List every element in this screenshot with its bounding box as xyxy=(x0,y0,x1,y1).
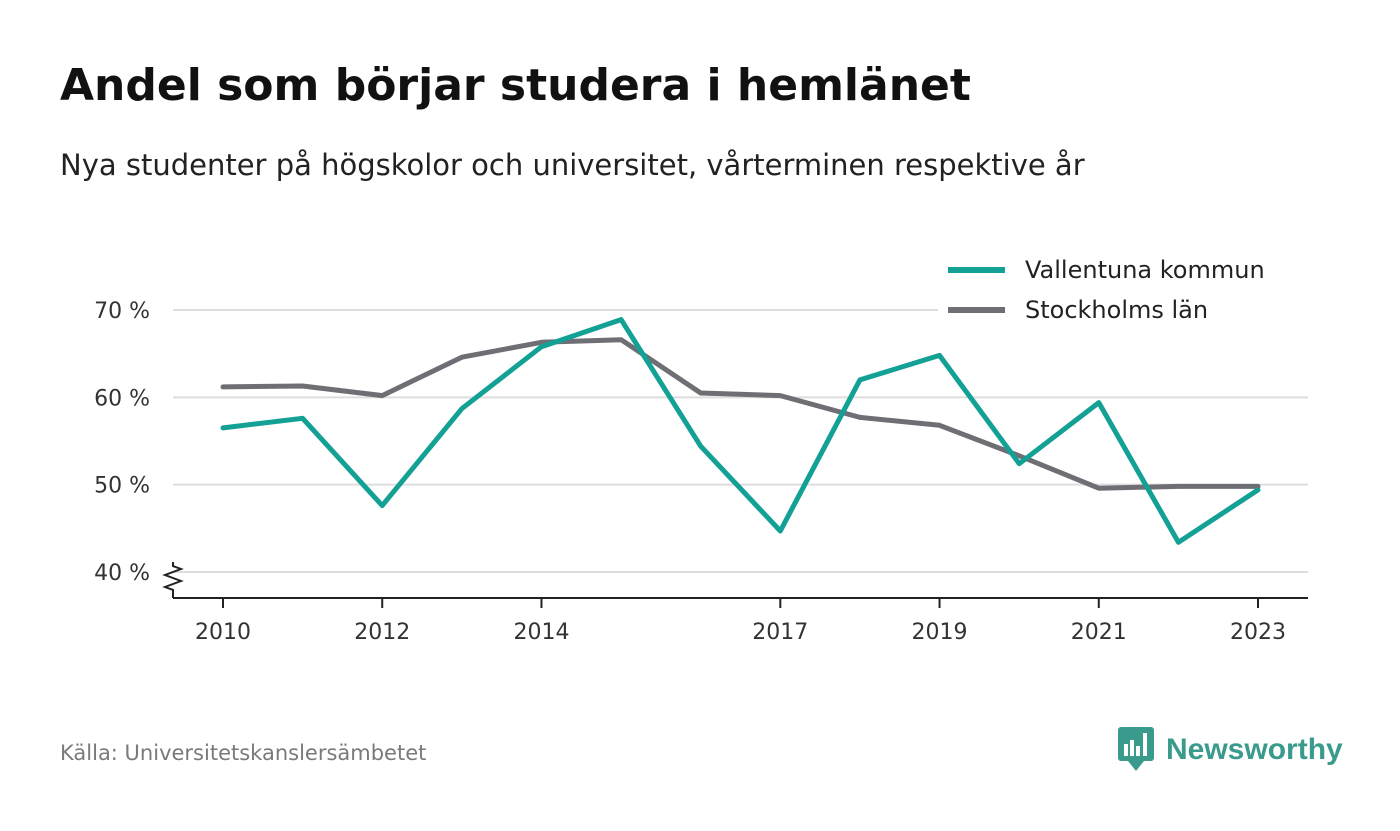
x-tick-label: 2021 xyxy=(1071,620,1127,645)
x-tick-label: 2023 xyxy=(1230,620,1286,645)
y-tick-label: 40 % xyxy=(94,561,150,586)
y-tick-label: 70 % xyxy=(94,299,150,324)
series-line-vallentuna xyxy=(220,317,1261,545)
x-tick-label: 2012 xyxy=(354,620,410,645)
x-tick-label: 2010 xyxy=(195,620,251,645)
bar-chart-speech-bubble-icon xyxy=(1118,727,1154,771)
series-line-stockholm xyxy=(220,337,1261,491)
legend-background xyxy=(938,248,1308,332)
y-axis-tick-labels: 40 % 50 % 60 % 70 % xyxy=(94,299,150,586)
x-axis-ticks: 2010 2012 2014 2017 2019 2021 2023 xyxy=(195,598,1286,645)
gridlines xyxy=(173,309,1308,573)
series-lines xyxy=(220,317,1261,545)
legend-label: Vallentuna kommun xyxy=(1025,256,1265,284)
axes xyxy=(162,562,1308,599)
legend: Vallentuna kommun Stockholms län xyxy=(938,248,1308,332)
x-tick-label: 2014 xyxy=(513,620,569,645)
y-tick-label: 50 % xyxy=(94,474,150,499)
chart-title: Andel som börjar studera i hemlänet xyxy=(60,60,971,111)
brand-name: Newsworthy xyxy=(1166,733,1343,766)
x-tick-label: 2019 xyxy=(912,620,968,645)
x-tick-label: 2017 xyxy=(752,620,808,645)
chart-subtitle: Nya studenter på högskolor och universit… xyxy=(60,148,1085,182)
source-note: Källa: Universitetskanslersämbetet xyxy=(60,741,427,765)
legend-label: Stockholms län xyxy=(1025,296,1208,324)
brand-logo-group: Newsworthy xyxy=(1118,727,1343,773)
y-axis-break xyxy=(162,562,184,598)
y-tick-label: 60 % xyxy=(94,386,150,411)
line-chart: 40 % 50 % 60 % 70 % 2010 2012 2014 2017 2019 202… xyxy=(94,248,1308,645)
